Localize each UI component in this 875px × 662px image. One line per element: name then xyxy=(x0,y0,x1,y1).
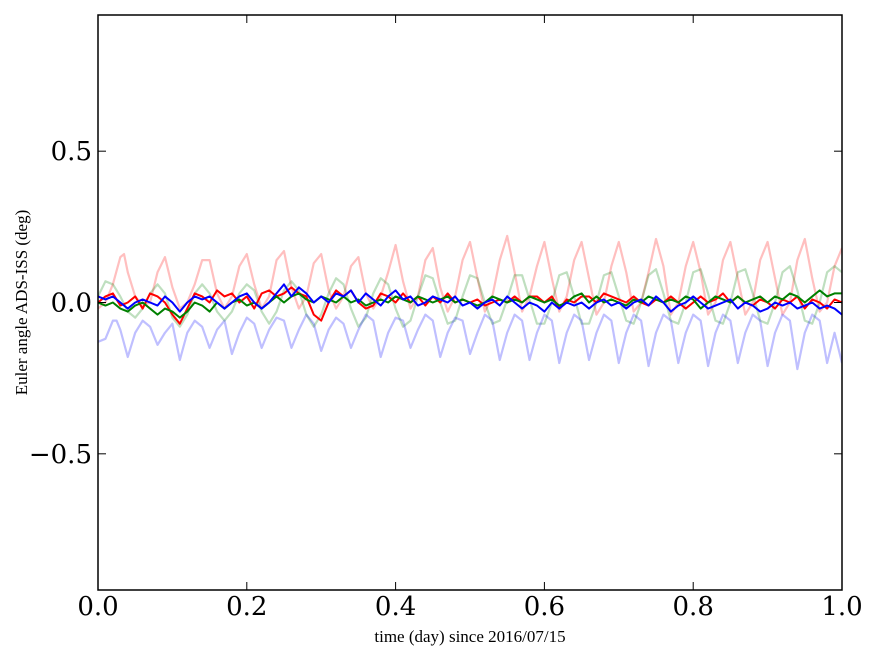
series-line-0 xyxy=(98,234,842,316)
x-tick-label: 0.8 xyxy=(673,592,714,622)
y-tick-label: −0.5 xyxy=(29,440,92,470)
y-tick-label: 0.0 xyxy=(51,289,92,319)
x-tick-label: 0.4 xyxy=(375,592,416,622)
x-tick-label: 0.2 xyxy=(226,592,267,622)
x-tick-label: 0.0 xyxy=(77,592,118,622)
series-line-2 xyxy=(98,313,842,371)
tick-layer: 0.0 0.2 0.4 0.6 0.8 1.0 0.5 0.0 −0.5 xyxy=(29,15,863,622)
series-layer xyxy=(98,234,842,371)
x-tick-label: 1.0 xyxy=(821,592,862,622)
x-tick-label: 0.6 xyxy=(524,592,565,622)
y-tick-label: 0.5 xyxy=(51,137,92,167)
series-line-1 xyxy=(98,265,842,328)
x-axis-label: time (day) since 2016/07/15 xyxy=(374,627,565,646)
y-axis-label: Euler angle ADS-ISS (deg) xyxy=(12,210,31,396)
series-line-5 xyxy=(98,283,842,316)
